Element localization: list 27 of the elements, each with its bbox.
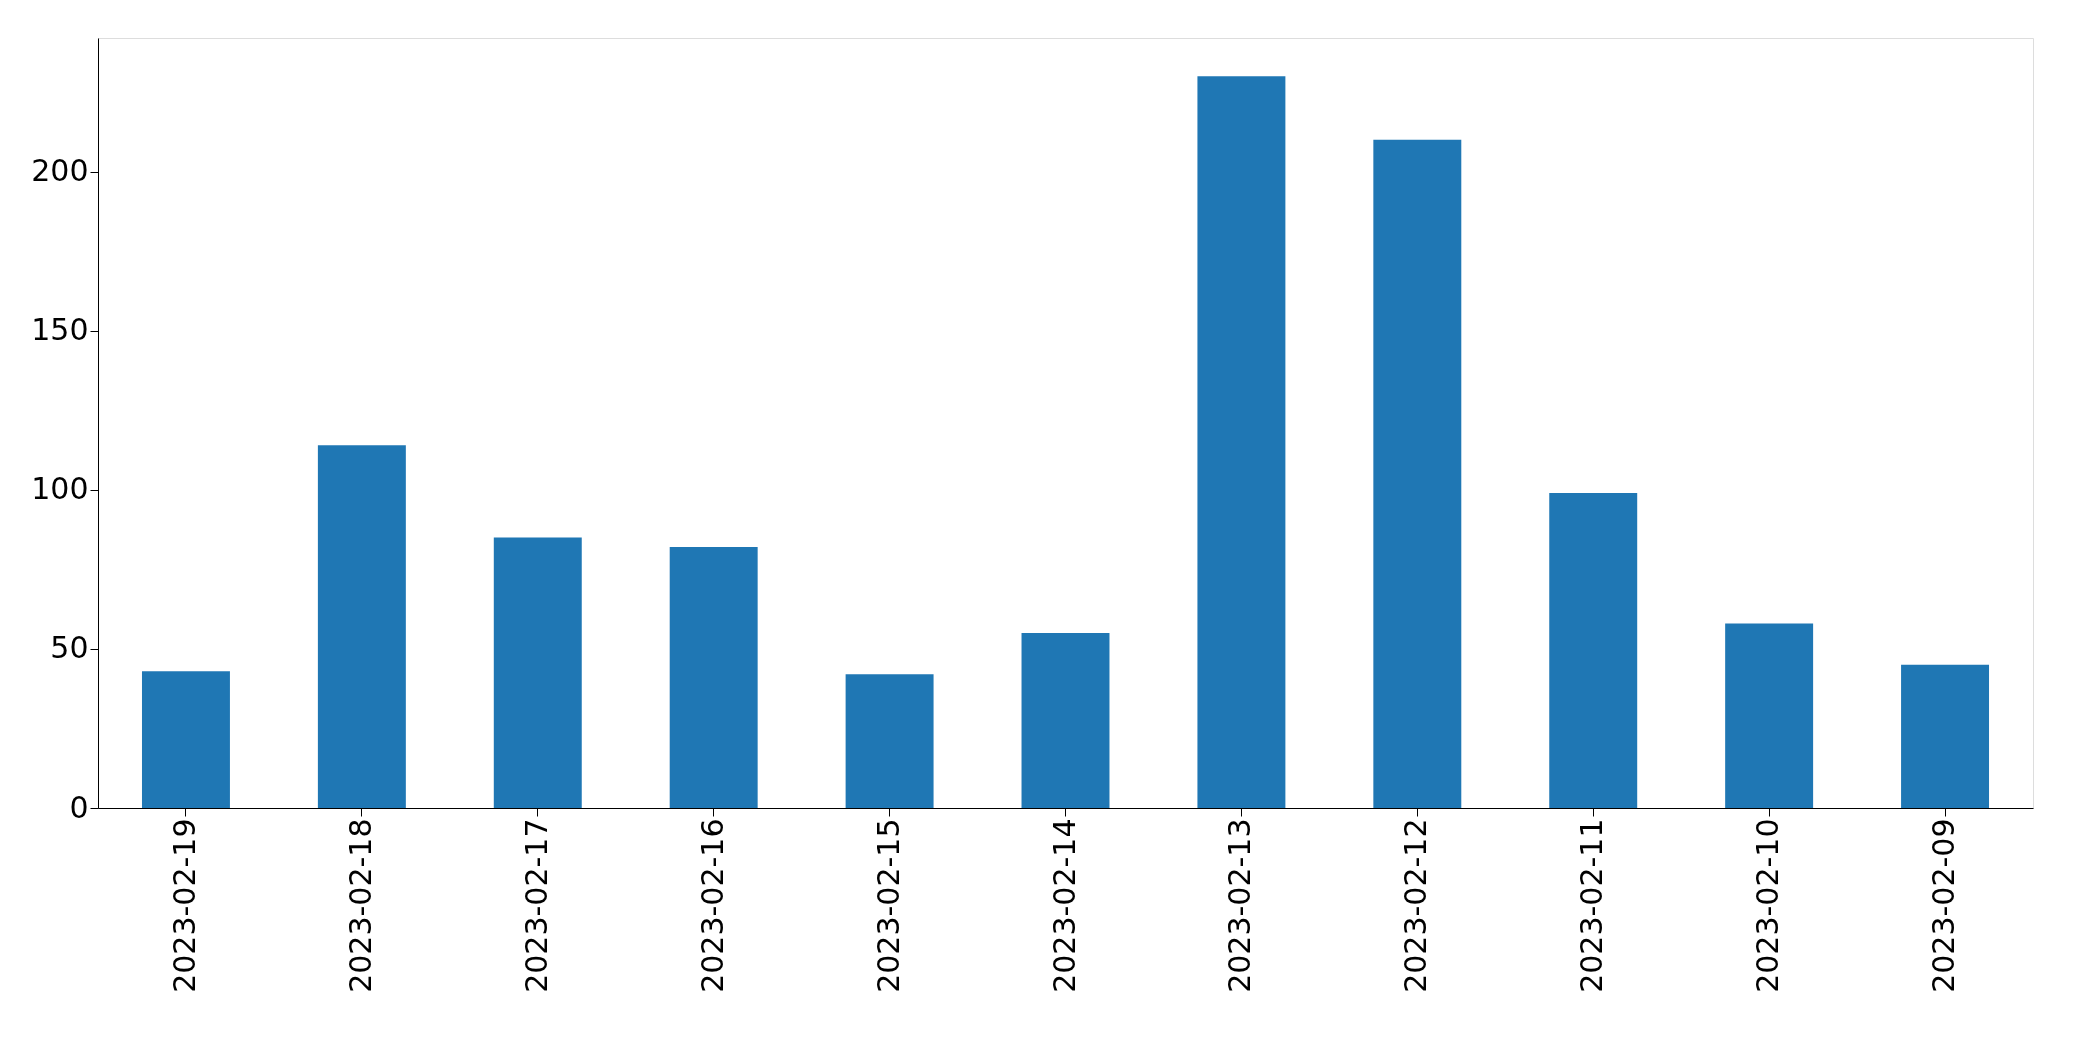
x-tick-label: 2023-02-17	[518, 818, 554, 993]
x-tick-label: 2023-02-11	[1574, 818, 1610, 993]
x-tick-label: 2023-02-09	[1926, 818, 1962, 993]
y-tick-label: 0	[69, 789, 89, 825]
y-tick-label: 100	[31, 471, 89, 507]
x-tick-label: 2023-02-12	[1398, 818, 1434, 993]
x-tick-label: 2023-02-10	[1750, 818, 1786, 993]
bar	[845, 674, 934, 808]
y-tick-label: 50	[50, 630, 89, 666]
bar	[493, 537, 582, 808]
bar	[669, 547, 758, 808]
x-tick-label: 2023-02-19	[166, 818, 202, 993]
bar	[141, 671, 230, 808]
bar	[1901, 664, 1990, 808]
bar	[1373, 139, 1462, 808]
bar	[1021, 633, 1110, 808]
y-tick-label: 150	[31, 312, 89, 348]
x-tick-label: 2023-02-15	[870, 818, 906, 993]
bar	[1549, 493, 1638, 808]
x-tick-label: 2023-02-14	[1046, 818, 1082, 993]
bar	[1197, 76, 1286, 808]
y-tick-label: 200	[31, 153, 89, 189]
bar	[1725, 623, 1814, 808]
bar	[317, 445, 406, 808]
x-tick-label: 2023-02-13	[1222, 818, 1258, 993]
x-tick-label: 2023-02-16	[694, 818, 730, 993]
x-tick-label: 2023-02-18	[342, 818, 378, 993]
